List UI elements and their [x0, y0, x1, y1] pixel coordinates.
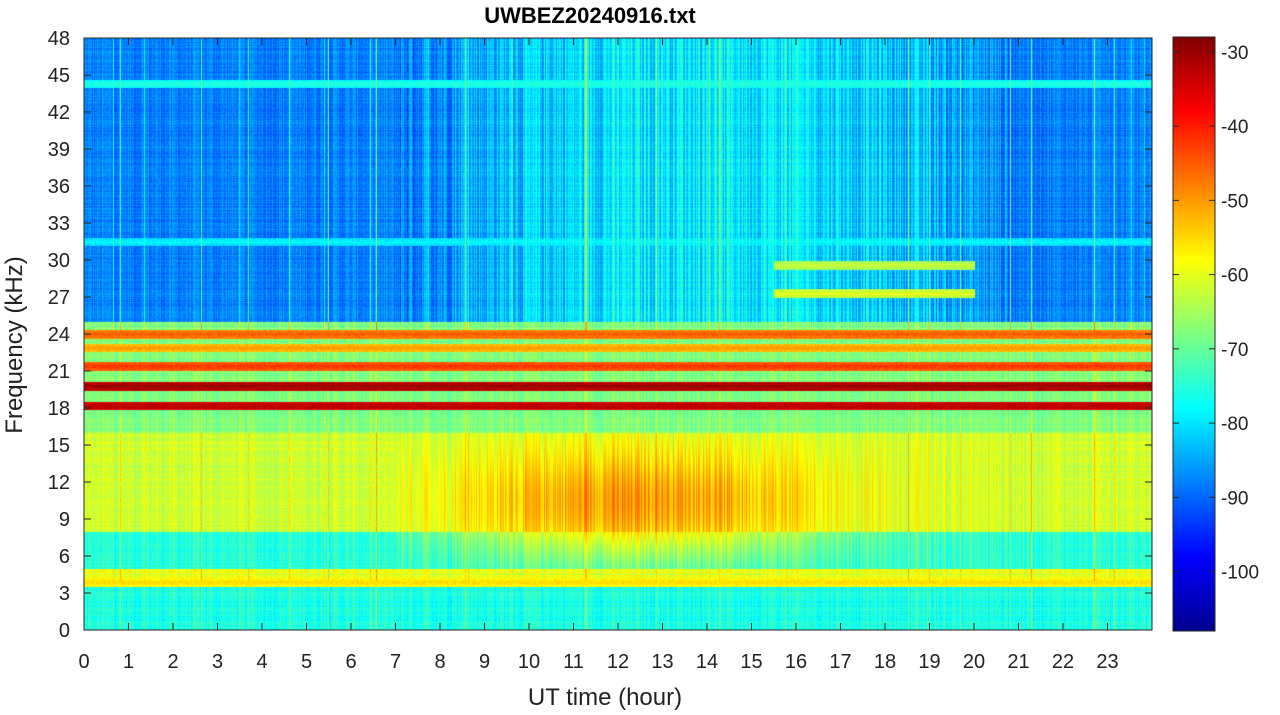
colorbar-tick-label: -40: [1221, 117, 1248, 138]
x-tick-label: 17: [829, 651, 851, 673]
colorbar-gradient: [1172, 36, 1216, 632]
x-tick-label: 18: [874, 651, 896, 673]
x-tick-label: 13: [651, 651, 673, 673]
x-axis-label: UT time (hour): [528, 684, 682, 711]
colorbar-tick-label: -30: [1221, 43, 1248, 64]
colorbar-tick-label: -70: [1221, 340, 1248, 361]
y-tick-label: 18: [48, 398, 70, 420]
x-tick-label: 16: [785, 651, 807, 673]
y-tick-label: 21: [48, 361, 70, 383]
x-tick-label: 9: [479, 651, 490, 673]
colorbar-tick-label: -50: [1221, 191, 1248, 212]
y-tick-label: 42: [48, 102, 70, 124]
x-tick-label: 10: [518, 651, 540, 673]
x-tick-label: 19: [918, 651, 940, 673]
x-tick-label: 3: [212, 651, 223, 673]
x-axis: 0 1 2 3 4 5 6 7 8 9 10 11 12 13 14 15 16 17 18 19 20 21 22 23: [78, 38, 1119, 673]
x-tick-label: 6: [345, 651, 356, 673]
y-tick-label: 24: [48, 324, 70, 346]
plot-area: [83, 37, 1153, 631]
colorbar-tick-label: -90: [1221, 488, 1248, 509]
x-tick-label: 20: [963, 651, 985, 673]
x-tick-label: 5: [301, 651, 312, 673]
y-tick-label: 30: [48, 250, 70, 272]
y-tick-label: 6: [59, 546, 70, 568]
colorbar-tick-label: -100: [1221, 563, 1259, 584]
y-tick-label: 36: [48, 176, 70, 198]
y-tick-label: 45: [48, 65, 70, 87]
x-tick-label: 8: [434, 651, 445, 673]
chart-title: UWBEZ20240916.txt: [484, 3, 696, 28]
colorbar-tick-label: -60: [1221, 266, 1248, 287]
y-tick-label: 0: [59, 620, 70, 642]
x-tick-label: 0: [78, 651, 89, 673]
x-tick-label: 23: [1096, 651, 1118, 673]
y-tick-label: 15: [48, 435, 70, 457]
colorbar-ticks: -100 -90 -80 -70 -60 -50 -40 -30: [1173, 43, 1259, 584]
y-axis-label: Frequency (kHz): [1, 256, 28, 433]
y-tick-label: 48: [48, 28, 70, 50]
y-tick-label: 27: [48, 287, 70, 309]
x-tick-label: 7: [390, 651, 401, 673]
x-tick-label: 11: [563, 651, 584, 673]
colorbar: -100 -90 -80 -70 -60 -50 -40 -30: [1172, 36, 1259, 632]
x-tick-label: 12: [607, 651, 629, 673]
x-tick-label: 22: [1052, 651, 1074, 673]
y-tick-label: 33: [48, 213, 70, 235]
x-tick-label: 2: [167, 651, 178, 673]
x-tick-label: 14: [696, 651, 718, 673]
colorbar-tick-label: -80: [1221, 414, 1248, 435]
x-tick-label: 15: [740, 651, 762, 673]
y-tick-label: 3: [59, 583, 70, 605]
spectrogram-image: [84, 38, 1152, 630]
x-tick-label: 4: [256, 651, 267, 673]
x-tick-label: 1: [123, 651, 134, 673]
y-tick-label: 12: [48, 472, 70, 494]
y-tick-label: 39: [48, 139, 70, 161]
y-tick-label: 9: [59, 509, 70, 531]
x-tick-label: 21: [1007, 651, 1029, 673]
